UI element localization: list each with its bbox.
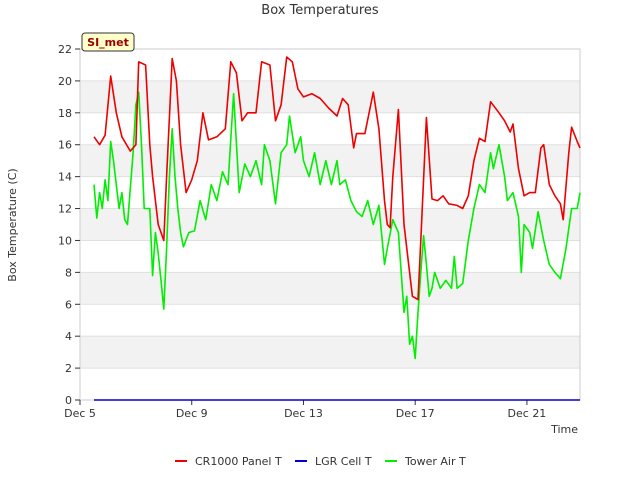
y-tick-label: 8: [65, 266, 72, 279]
y-tick-label: 14: [58, 171, 72, 184]
background-band: [80, 336, 580, 369]
legend-label: Tower Air T: [404, 455, 466, 468]
legend-item: CR1000 Panel T: [175, 455, 282, 468]
y-tick-label: 16: [58, 139, 72, 152]
series-layer: [93, 56, 581, 401]
series-line-cr1000-panel-t: [93, 56, 581, 301]
y-tick-label: 10: [58, 234, 72, 247]
y-tick-label: 4: [65, 330, 72, 343]
gridlines: [80, 48, 580, 401]
y-tick-label: 22: [58, 43, 72, 56]
x-tick-label: Dec 17: [396, 407, 435, 420]
x-axis-ticks: Dec 5 Dec 9 Dec 13 Dec 17 Dec 21: [64, 400, 546, 420]
series-line-tower-air-t: [93, 91, 581, 360]
x-tick-label: Dec 5: [64, 407, 96, 420]
site-tag: SI_met: [81, 32, 135, 52]
x-tick-label: Dec 9: [176, 407, 208, 420]
background-bands: [80, 80, 580, 369]
chart-title: Box Temperatures: [261, 3, 379, 18]
legend-label: CR1000 Panel T: [195, 455, 282, 468]
y-tick-label: 0: [65, 394, 72, 407]
y-tick-label: 2: [65, 362, 72, 375]
y-tick-label: 18: [58, 107, 72, 120]
x-axis-label: Time: [550, 423, 578, 436]
site-tag-label: SI_met: [87, 36, 129, 49]
legend: CR1000 Panel T LGR Cell T Tower Air T: [175, 455, 466, 468]
y-axis-ticks: 0 2 4 6 8 10 12 14 16 18 20 22: [58, 43, 80, 407]
y-tick-label: 20: [58, 75, 72, 88]
x-tick-label: Dec 13: [284, 407, 323, 420]
legend-item: Tower Air T: [385, 455, 466, 468]
x-tick-label: Dec 21: [508, 407, 547, 420]
legend-label: LGR Cell T: [315, 455, 372, 468]
background-band: [80, 80, 580, 113]
legend-item: LGR Cell T: [295, 455, 372, 468]
y-axis-label: Box Temperature (C): [6, 168, 19, 281]
y-tick-label: 12: [58, 203, 72, 216]
background-band: [80, 272, 580, 305]
y-tick-label: 6: [65, 298, 72, 311]
background-band: [80, 144, 580, 177]
